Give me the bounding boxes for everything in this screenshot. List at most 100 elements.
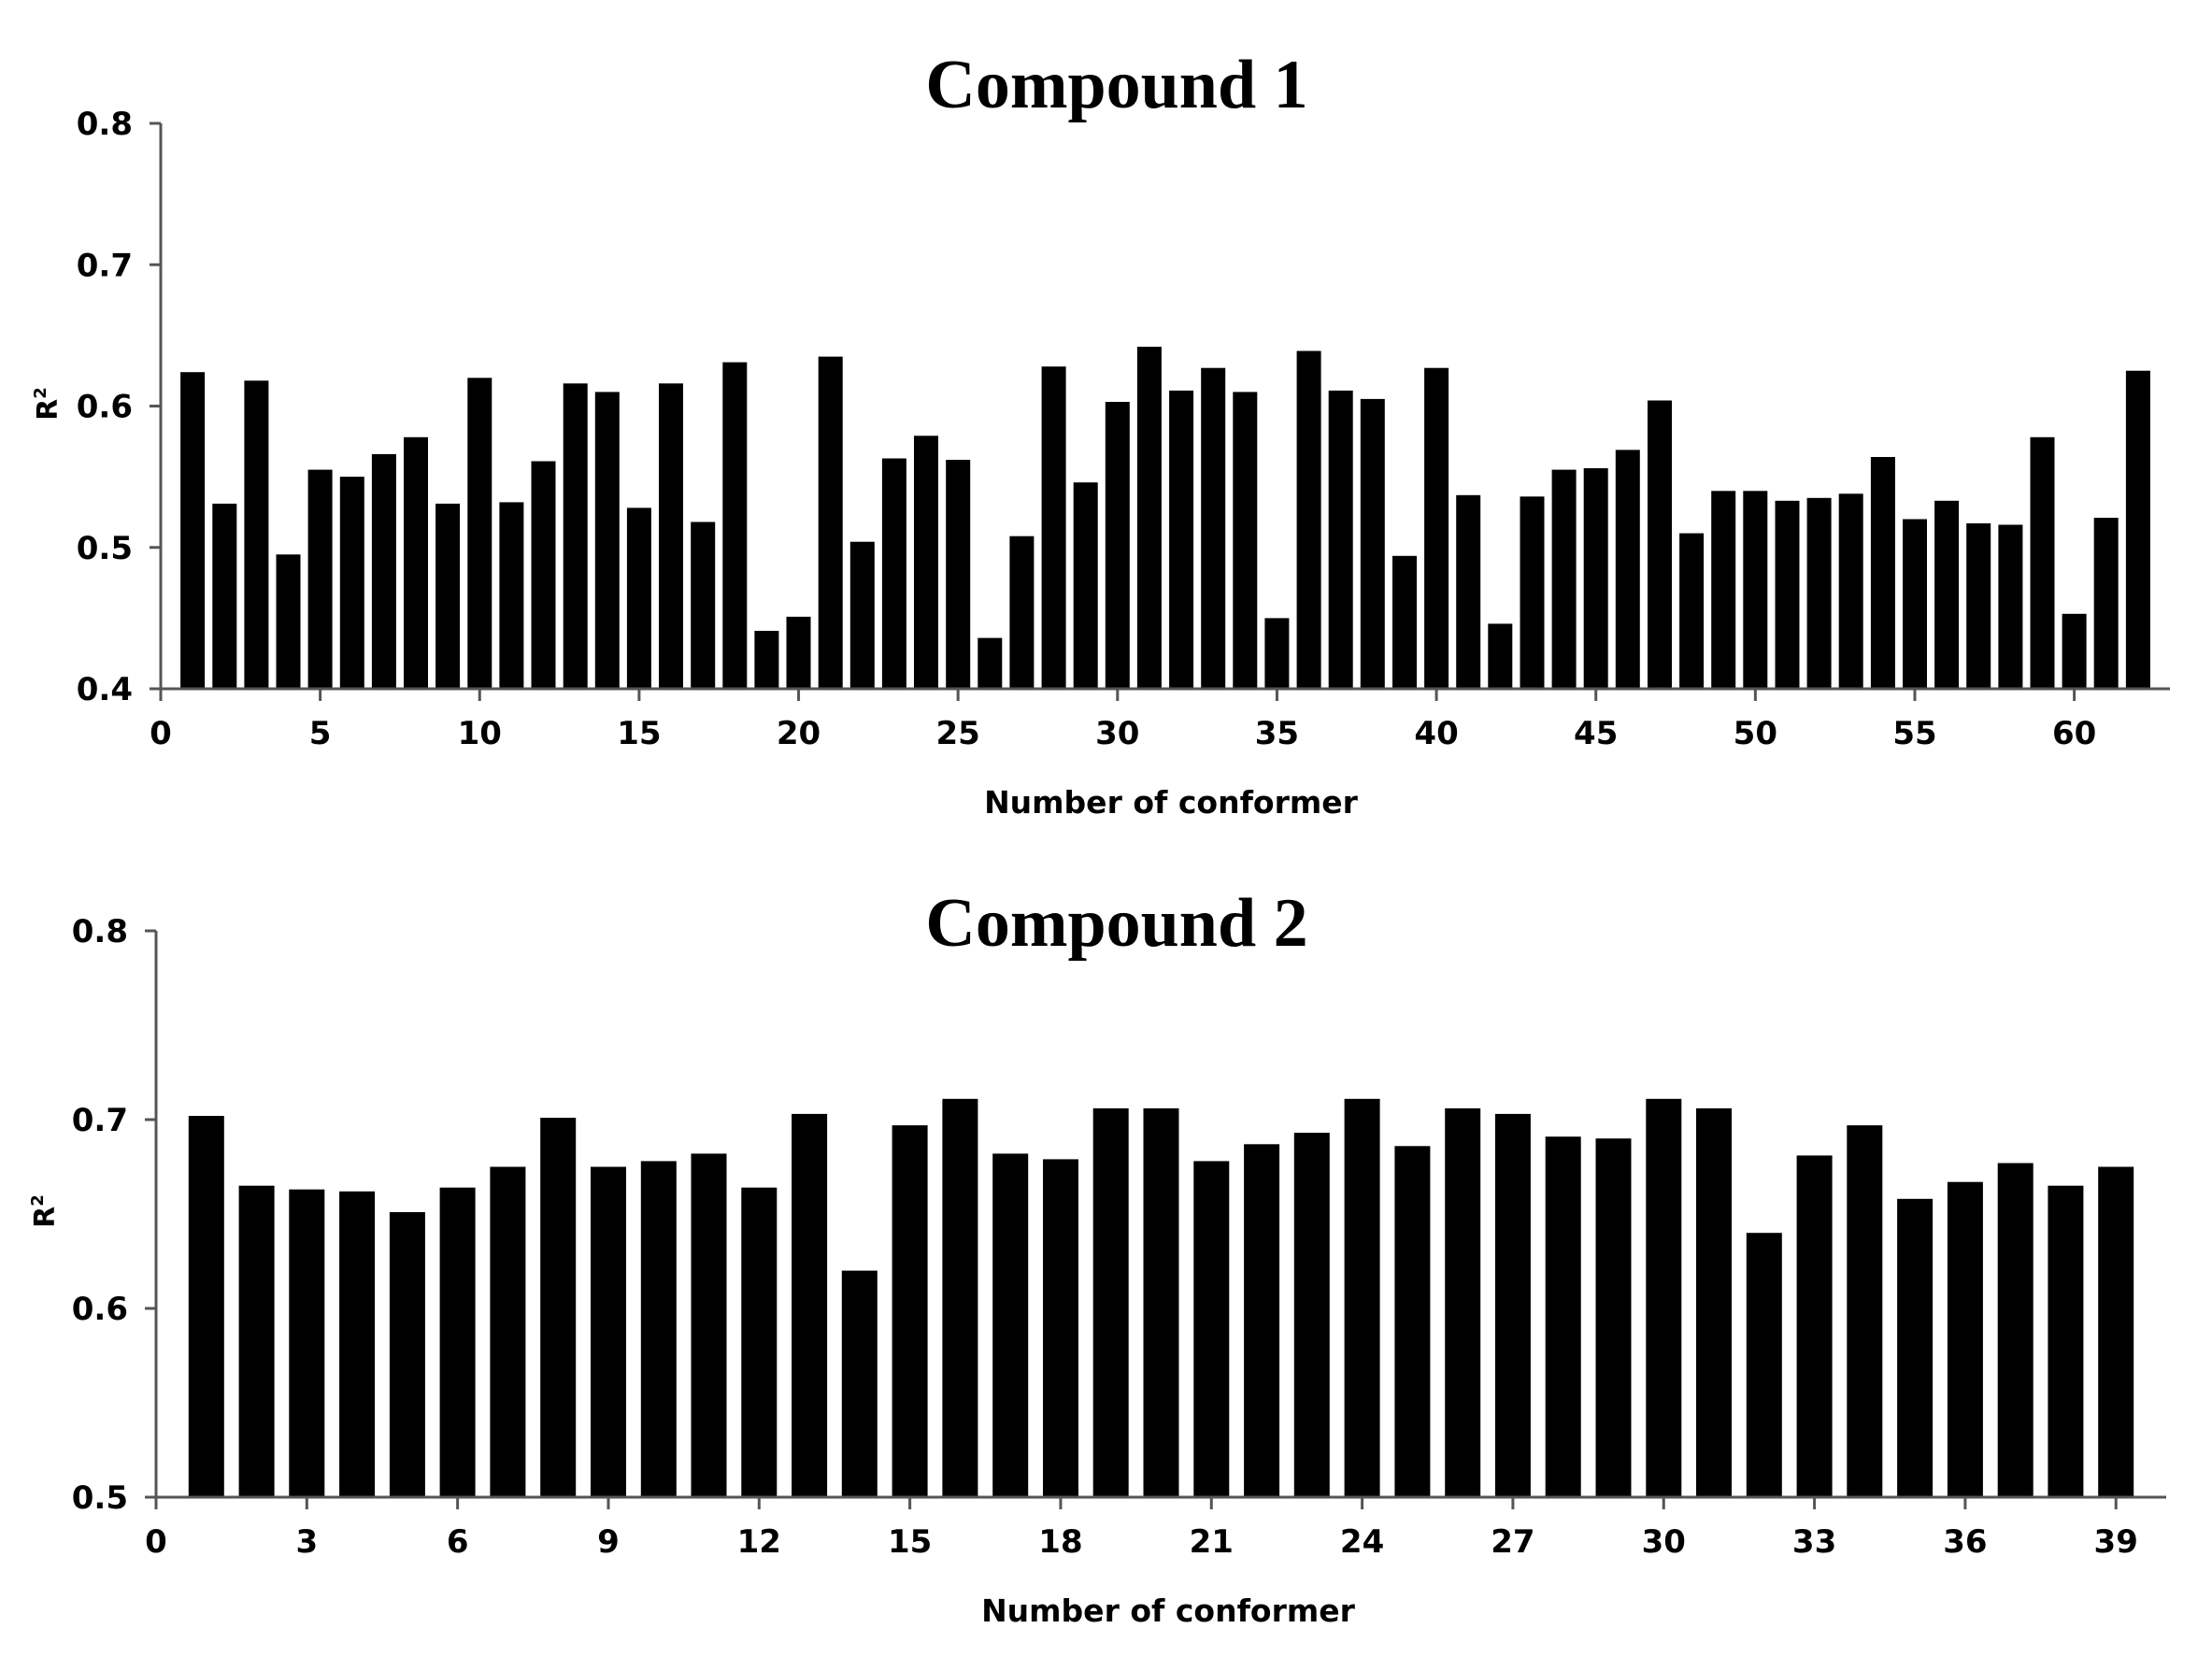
bar [841,1270,878,1497]
bar [212,503,237,689]
bar [1551,469,1577,689]
bar [1806,497,1832,689]
bar [1934,500,1960,689]
bar [1746,1233,1782,1497]
x-tick-label: 40 [1414,715,1458,752]
x-tick-label: 12 [737,1523,781,1561]
bar [540,1118,577,1497]
x-tick-label: 10 [458,715,502,752]
y-ticks: 0.5 0.6 0.7 0.8 [72,913,156,1517]
y-axis-label: R2 [31,387,64,421]
bar [1360,398,1385,689]
bar [2098,1166,2134,1497]
x-tick-label: 18 [1038,1523,1082,1561]
bar [244,380,269,689]
y-axis-label: R2 [28,1194,62,1228]
bar [914,436,938,689]
y-tick-label: 0.5 [77,530,133,567]
bar [339,1191,376,1497]
bar [1583,468,1608,689]
bar [1445,1107,1481,1497]
bar [691,1153,727,1497]
bar [1136,347,1162,689]
bar [1595,1138,1632,1497]
x-tick-label: 20 [777,715,821,752]
bar [1244,1144,1280,1497]
x-tick-label: 5 [309,715,332,752]
bar [1264,618,1290,689]
x-tick-label: 24 [1340,1523,1384,1561]
bar [1169,390,1194,689]
bar [1143,1107,1179,1497]
bar [594,392,620,689]
bar [591,1166,626,1497]
bar [1105,402,1130,689]
y-tick-label: 0.6 [72,1291,128,1328]
bar [691,521,716,689]
bar [389,1212,425,1497]
y-ticks: 0.4 0.5 0.6 0.7 0.8 [77,106,161,708]
bar [881,458,906,689]
bar [1344,1098,1380,1497]
bar [892,1125,928,1497]
bar [289,1189,325,1497]
bar [1838,493,1863,689]
bar [1870,457,1895,689]
bar-series [188,1098,2134,1497]
x-tick-label: 35 [1255,715,1299,752]
bar [404,436,428,689]
bar [238,1185,275,1497]
bar [1394,1146,1431,1497]
bar [1092,1107,1129,1497]
bar [849,541,875,689]
x-tick-label: 21 [1190,1523,1234,1561]
bar [1488,623,1513,689]
bar [1775,500,1800,689]
bar [1193,1161,1230,1497]
x-tick-label: 36 [1943,1523,1987,1561]
bar [1043,1159,1078,1497]
x-tick-label: 0 [150,715,172,752]
bar [1392,555,1417,689]
y-axis-label-text: R [29,1207,62,1228]
y-tick-label: 0.8 [77,106,133,143]
y-tick-label: 0.4 [77,671,133,708]
chart-title: Compound 2 [925,885,1307,962]
bar [2125,370,2150,689]
y-tick-label: 0.5 [72,1479,128,1517]
svg-text:R2: R2 [31,387,64,421]
bar [2048,1185,2084,1497]
bar [1998,524,2023,689]
bar [626,507,651,689]
bar [1997,1163,2034,1497]
bar [1296,350,1321,689]
bar [818,356,843,689]
bar [1711,491,1736,690]
x-tick-label: 6 [447,1523,469,1561]
x-ticks: 0 5 10 15 20 25 30 35 40 45 50 55 60 [150,689,2096,752]
bar [1847,1125,1883,1497]
y-tick-label: 0.7 [77,247,133,284]
y-axis-label-text: R [32,399,64,421]
bar [1679,533,1705,689]
bar [499,502,524,689]
bar [1743,491,1768,690]
bar [992,1153,1029,1497]
bar [942,1098,978,1497]
bar-series [180,347,2150,690]
bar [276,554,301,689]
x-tick-label: 3 [295,1523,318,1561]
bar [1520,496,1545,689]
x-tick-label: 30 [1642,1523,1686,1561]
bar [1073,482,1098,689]
bar [640,1161,677,1497]
x-tick-label: 25 [936,715,980,752]
chart-panel-compound-2: Compound 2 0.50.60.70.8 0 3 6 9 12 15 18 21 24 27… [28,885,2166,1629]
y-tick-label: 0.7 [72,1102,128,1139]
bar [1648,400,1672,689]
bar [307,469,333,689]
bar [180,372,206,689]
x-axis-label: Number of conformer [981,1593,1356,1629]
x-tick-label: 45 [1574,715,1618,752]
